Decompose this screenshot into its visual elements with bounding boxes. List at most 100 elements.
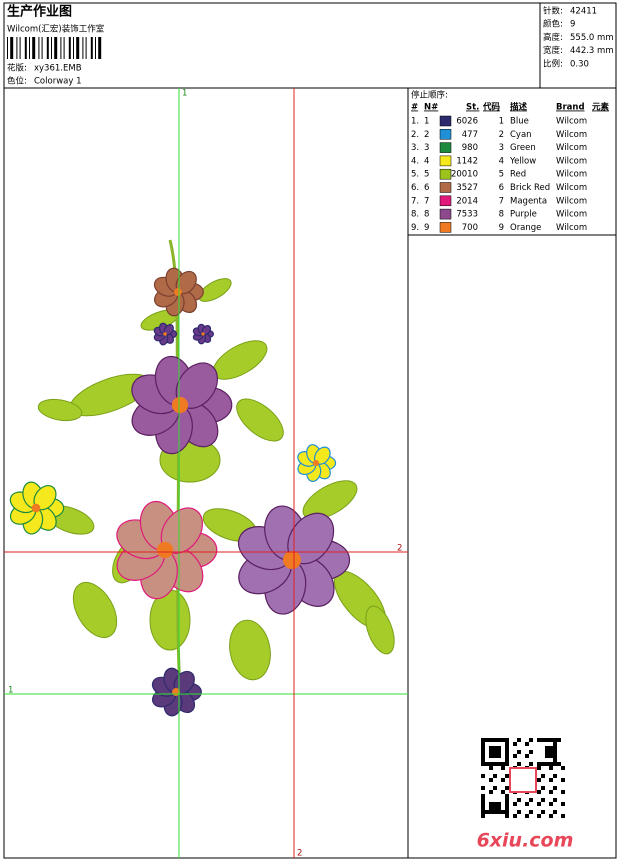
row-code: 4 <box>499 156 504 166</box>
row-index: 9. <box>411 223 419 233</box>
guide-label: 2 <box>297 849 302 859</box>
qr-module <box>481 802 485 806</box>
color-swatch <box>439 182 452 193</box>
qr-module <box>537 778 541 782</box>
row-desc: Magenta <box>510 196 547 206</box>
qr-module <box>505 738 509 742</box>
watermark: 6xiu.com <box>477 830 574 852</box>
qr-module <box>529 810 533 814</box>
qr-module <box>561 814 565 818</box>
qr-module <box>541 738 545 742</box>
row-desc: Brick Red <box>510 183 550 193</box>
leaf <box>229 619 271 681</box>
qr-code <box>481 738 565 818</box>
qr-module <box>481 758 485 762</box>
bar-stripe <box>98 37 102 59</box>
qr-module <box>525 802 529 806</box>
row-needle: 1 <box>424 117 429 127</box>
qr-module <box>537 790 541 794</box>
qr-module <box>553 742 557 746</box>
row-index: 1. <box>411 117 419 127</box>
leaf <box>72 582 118 638</box>
qr-module <box>505 746 509 750</box>
qr-module <box>493 810 497 814</box>
stat-label: 宽度: <box>543 45 563 56</box>
row-brand: Wilcom <box>556 117 587 127</box>
qr-module <box>481 794 485 798</box>
row-needle: 6 <box>424 183 429 193</box>
qr-module <box>489 746 493 750</box>
qr-module <box>493 750 497 754</box>
qr-module <box>553 738 557 742</box>
stat-value: 555.0 mm <box>570 33 614 43</box>
qr-module <box>501 766 505 770</box>
column-header: 代码 <box>482 102 501 113</box>
qr-module <box>497 738 501 742</box>
stat-value: 442.3 mm <box>570 46 614 56</box>
qr-module <box>517 750 521 754</box>
qr-module <box>513 754 517 758</box>
row-index: 3. <box>411 143 419 153</box>
qr-module <box>541 774 545 778</box>
qr-module <box>485 810 489 814</box>
flower-center <box>201 332 205 336</box>
row-needle: 3 <box>424 143 429 153</box>
qr-module <box>497 810 501 814</box>
stat-label: 针数: <box>543 6 563 17</box>
qr-module <box>545 738 549 742</box>
design: xy361.EMB <box>34 64 82 74</box>
qr-module <box>525 754 529 758</box>
bar-stripe <box>76 37 80 59</box>
qr-module <box>553 798 557 802</box>
qr-module <box>561 802 565 806</box>
bar-stripe <box>19 37 21 59</box>
row-needle: 5 <box>424 170 429 180</box>
qr-module <box>553 746 557 750</box>
qr-module <box>493 806 497 810</box>
row-desc: Green <box>510 143 536 153</box>
qr-logo <box>509 767 537 793</box>
row-index: 8. <box>411 210 419 220</box>
row-code: 7 <box>499 196 504 206</box>
column-header: 描述 <box>510 102 528 113</box>
stat-label: 高度: <box>543 32 563 43</box>
border <box>3 2 617 859</box>
row-needle: 9 <box>424 223 429 233</box>
qr-module <box>481 810 485 814</box>
flower-center <box>174 288 182 296</box>
bar-stripe <box>63 37 65 59</box>
row-stitches: 3527 <box>456 183 478 193</box>
qr-module <box>493 738 497 742</box>
bar-stripe <box>68 37 71 59</box>
qr-module <box>549 762 553 766</box>
qr-module <box>541 798 545 802</box>
qr-module <box>549 790 553 794</box>
row-stitches: 477 <box>462 130 478 140</box>
qr-module <box>549 778 553 782</box>
qr-module <box>481 762 485 766</box>
qr-module <box>505 810 509 814</box>
row-needle: 4 <box>424 156 429 166</box>
flower-center <box>312 459 320 467</box>
qr-module <box>481 750 485 754</box>
qr-module <box>497 746 501 750</box>
color-swatch <box>439 129 452 140</box>
qr-module <box>505 750 509 754</box>
qr-module <box>553 762 557 766</box>
qr-module <box>525 742 529 746</box>
qr-module <box>505 786 509 790</box>
flower-center <box>31 503 41 513</box>
guide-label: 1 <box>8 686 13 696</box>
qr-module <box>549 766 553 770</box>
qr-module <box>505 754 509 758</box>
qr-module <box>553 758 557 762</box>
qr-module <box>537 766 541 770</box>
row-brand: Wilcom <box>556 170 587 180</box>
leaf <box>365 605 395 655</box>
qr-module <box>557 762 561 766</box>
qr-module <box>549 738 553 742</box>
flower-center <box>156 541 174 559</box>
qr-module <box>513 742 517 746</box>
row-needle: 8 <box>424 210 429 220</box>
row-needle: 7 <box>424 196 429 206</box>
